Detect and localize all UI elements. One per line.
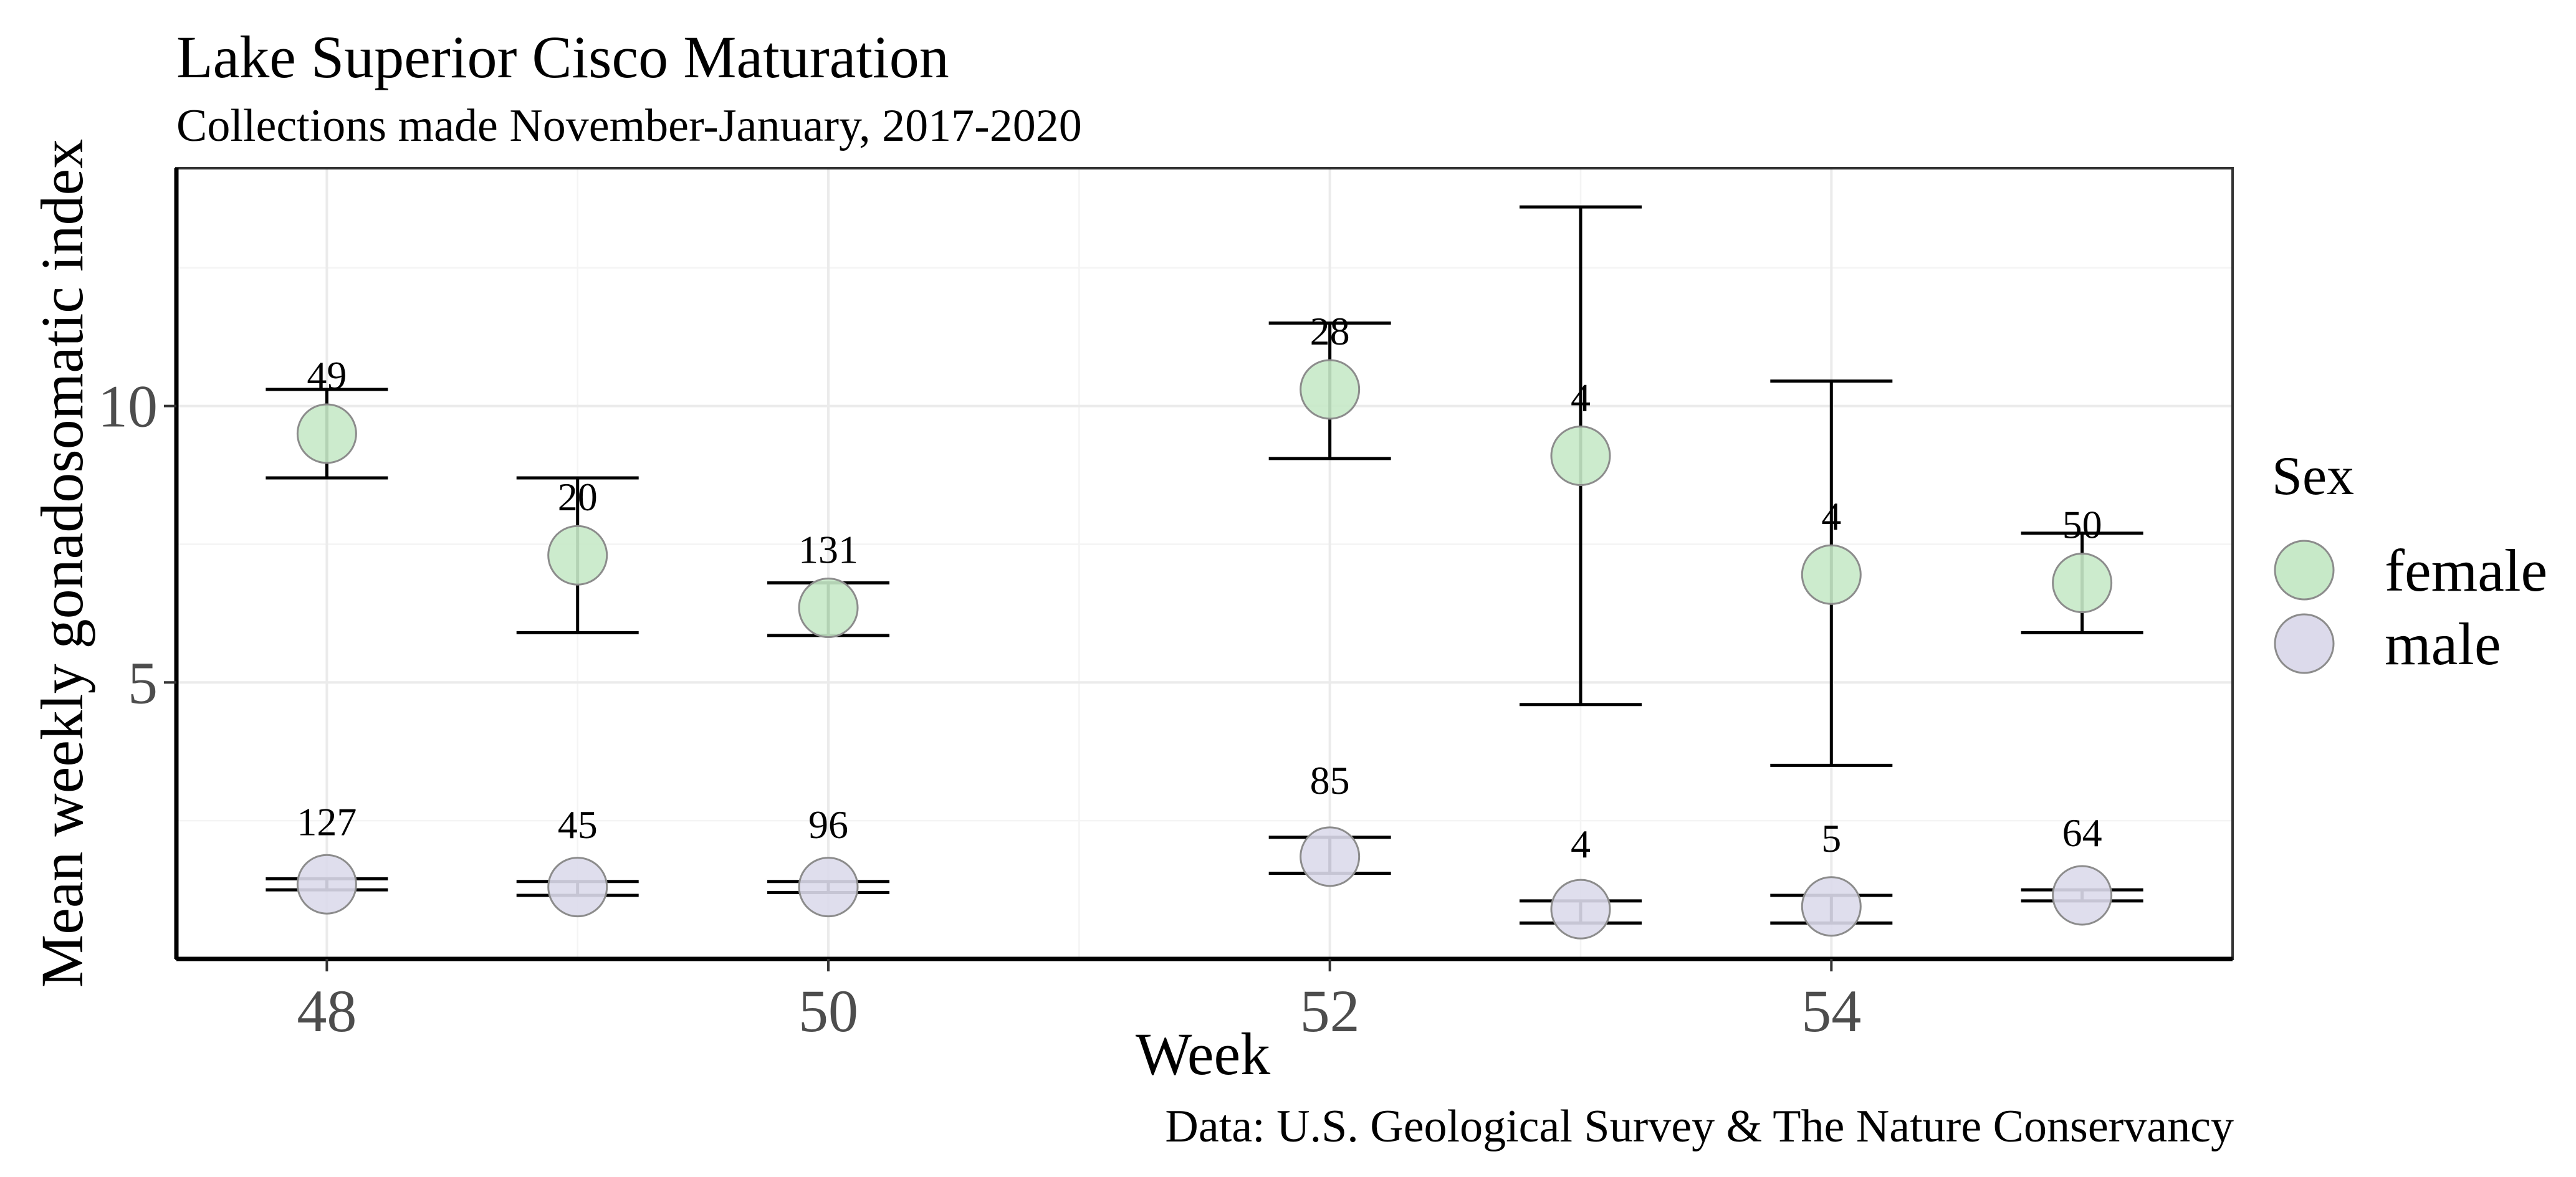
x-tick-label: 54 [1801, 978, 1861, 1044]
panel-border [175, 167, 2234, 960]
legend: Sex female male [2272, 446, 2547, 677]
count-label-female: 49 [307, 353, 347, 398]
x-axis-title: Week [1136, 1021, 1270, 1087]
count-label-male: 127 [297, 799, 357, 844]
count-label-female: 20 [558, 475, 598, 519]
legend-title: Sex [2272, 446, 2354, 507]
count-label-female: 4 [1571, 375, 1591, 419]
legend-label-male: male [2385, 611, 2501, 677]
legend-key-female [2274, 540, 2335, 601]
count-label-female: 50 [2062, 503, 2102, 547]
count-label-female: 4 [1821, 494, 1841, 538]
point-male [1801, 876, 1862, 937]
point-female [296, 403, 357, 464]
count-label-female: 28 [1310, 309, 1350, 353]
point-male [547, 857, 608, 918]
point-female [1300, 359, 1361, 420]
y-axis-ticks: 5 10 [98, 373, 176, 716]
count-label-male: 45 [558, 803, 598, 847]
error-bars [266, 205, 2143, 925]
count-label-male: 4 [1571, 822, 1591, 866]
x-tick-label: 50 [798, 978, 858, 1044]
point-female [798, 577, 859, 638]
legend-key-male [2274, 613, 2335, 674]
x-axis-ticks: 48 50 52 54 [297, 959, 1861, 1044]
point-male [798, 857, 859, 918]
point-male [296, 854, 357, 915]
point-female [1801, 544, 1862, 605]
x-tick-label: 52 [1300, 978, 1360, 1044]
count-label-male: 96 [808, 803, 848, 847]
grid-lines [176, 168, 2233, 959]
count-label-male: 64 [2062, 811, 2102, 855]
point-male [2052, 865, 2113, 926]
count-label-male: 85 [1310, 758, 1350, 803]
point-female [547, 525, 608, 586]
chart-caption: Data: U.S. Geological Survey & The Natur… [1165, 1101, 2234, 1152]
legend-label-female: female [2385, 537, 2547, 604]
point-female [2052, 553, 2113, 614]
count-label-male: 5 [1821, 816, 1841, 860]
point-female [1550, 425, 1611, 486]
data-points [296, 359, 2113, 940]
point-male [1550, 879, 1611, 940]
y-tick-label: 5 [128, 649, 158, 716]
y-tick-label: 10 [98, 373, 158, 440]
chart-title: Lake Superior Cisco Maturation [176, 24, 949, 90]
x-tick-label: 48 [297, 978, 357, 1044]
count-label-female: 131 [798, 527, 858, 571]
chart-subtitle: Collections made November-January, 2017-… [176, 100, 1082, 151]
y-axis-title: Mean weekly gonadosomatic index [29, 139, 95, 988]
point-male [1300, 826, 1361, 887]
